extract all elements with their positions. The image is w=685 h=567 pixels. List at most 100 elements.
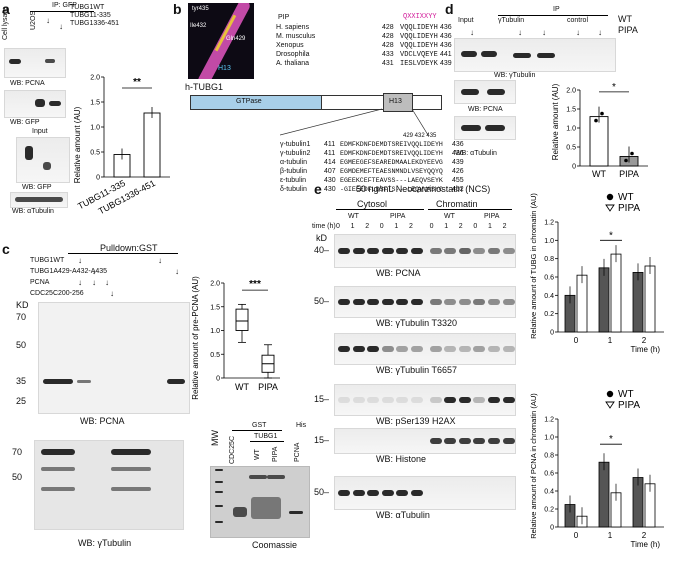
e-wb-label: WB: γTubulin T3320 — [376, 318, 458, 328]
panel-d-label: d — [445, 1, 454, 17]
e-time-tick: 2 — [458, 223, 463, 230]
wb-c-pcna: WB: PCNA — [80, 416, 125, 426]
y-tick-label: 1.5 — [566, 107, 576, 114]
e-band — [458, 438, 471, 444]
e-band — [381, 397, 394, 403]
species-seq: VQQLIDEYH — [400, 33, 438, 41]
e-band — [338, 490, 350, 496]
h13-box-label: H13 — [389, 98, 402, 105]
e-band — [429, 248, 442, 254]
y-tick-label: 1.2 — [544, 417, 554, 424]
e-band — [367, 299, 380, 305]
species-start: 428 — [382, 33, 394, 40]
e-time-tick: 0 — [379, 223, 384, 230]
y-tick-label: 2.0 — [210, 281, 220, 288]
sig-label: * — [612, 82, 616, 93]
y-tick-label: 0 — [550, 525, 554, 532]
e-time-tick: 2 — [409, 223, 413, 230]
y-tick-label: 0 — [96, 175, 100, 182]
y-tick-label: 1.5 — [90, 100, 100, 107]
cytosol-bracket — [336, 209, 424, 210]
e-band — [411, 490, 423, 496]
tub-name: γ-tubulin1 — [280, 141, 311, 148]
e-band — [352, 346, 365, 352]
e-marker: 15– — [314, 435, 330, 445]
tub-name: β-tubulin — [280, 168, 307, 175]
arrow-c: ↓ — [92, 278, 96, 287]
row-wt: WT — [618, 14, 632, 24]
panel-b-label: b — [173, 1, 182, 17]
tub-seq: EGMDEMEFTEAESNMNDLVSEYQQYQ — [340, 168, 443, 175]
tub-name: γ-tubulin2 — [280, 150, 311, 157]
e-time-tick: 0 — [429, 223, 434, 230]
e-blot — [334, 476, 516, 510]
e-band — [367, 490, 380, 496]
tub-end: 436 — [452, 150, 464, 157]
y-tick-label: 0.6 — [544, 471, 554, 478]
wb-a-atub: WB: αTubulin — [12, 208, 54, 215]
blot-d-gtub — [454, 38, 616, 72]
chart-e-top: Relative amount of TUBG in chromatin (AU… — [529, 192, 664, 354]
e-kd: kD — [316, 233, 327, 243]
species-name: Drosophila — [276, 51, 310, 58]
col-control: control — [567, 17, 589, 24]
e-band — [488, 346, 500, 352]
e-band — [444, 299, 457, 305]
bar — [143, 112, 161, 178]
blot-d-pcna — [454, 80, 516, 104]
y-tick-label: 1.0 — [544, 238, 554, 245]
e-group: PIPA — [484, 213, 500, 220]
coom-his: His — [296, 422, 307, 429]
blot-a-atub — [10, 192, 68, 208]
cytosol-label: Cytosol — [357, 199, 388, 209]
panel-c-label: c — [2, 241, 10, 257]
coomassie-label: Coomassie — [252, 540, 298, 550]
sig-label: ** — [133, 77, 141, 88]
arrow-c: ↓ — [110, 289, 114, 298]
e-wb-label: WB: PCNA — [376, 268, 421, 278]
e-band — [502, 397, 515, 403]
data-point — [624, 158, 628, 163]
species-seq: VQQLIDEYH — [400, 24, 438, 32]
blot-a-pcna — [4, 48, 66, 78]
e-marker: 15– — [314, 394, 330, 404]
e-band — [488, 438, 500, 444]
e-blot — [334, 384, 516, 416]
y-tick-label: 1.0 — [210, 328, 220, 335]
e-wb-label: WB: pSer139 H2AX — [376, 416, 456, 426]
arrow-c: ↓ — [158, 256, 162, 265]
struct-tyr435: tyr435 — [192, 6, 209, 12]
legend-marker — [606, 390, 614, 398]
c-marker2: 50 — [12, 472, 23, 482]
c-marker: 35 — [16, 376, 27, 386]
gene-bar: GTPase H13 — [190, 93, 442, 112]
tub-start: 430 — [324, 177, 336, 184]
data-point — [594, 118, 598, 123]
arrow-c: ↓ — [92, 267, 96, 276]
panel-a-label: a — [2, 1, 10, 17]
bar — [589, 116, 609, 167]
e-band — [411, 299, 423, 305]
arrow-c: ↓ — [78, 278, 82, 287]
construct-336-451: TUBG1336-451 — [70, 20, 120, 27]
construct-wt: TUBG1WT — [70, 4, 105, 11]
coom-lane-mw: MW — [210, 430, 220, 446]
arrow-d: ↓ — [470, 28, 474, 37]
wb-d-3: WB: αTubulin — [455, 150, 497, 157]
e-blot — [334, 286, 516, 318]
tub-start: 411 — [324, 150, 336, 157]
e-times: 0 1 2 0 1 2 0 1 2 0 1 2 — [336, 222, 512, 232]
lane-label-u2os: U2OS — [30, 10, 37, 30]
tub-name: α-tubulin — [280, 159, 308, 166]
e-band — [458, 299, 471, 305]
c-row-pcna: PCNA — [30, 279, 50, 286]
bar-pipa — [610, 253, 622, 333]
e-band — [473, 299, 486, 305]
x-tick-label: WT — [592, 169, 606, 179]
gtpase-label: GTPase — [236, 98, 262, 105]
bar-wt — [598, 461, 610, 528]
e-time-tick: 0 — [473, 223, 478, 230]
e-band — [502, 299, 515, 305]
e-band — [444, 346, 457, 352]
e-band — [367, 346, 380, 352]
